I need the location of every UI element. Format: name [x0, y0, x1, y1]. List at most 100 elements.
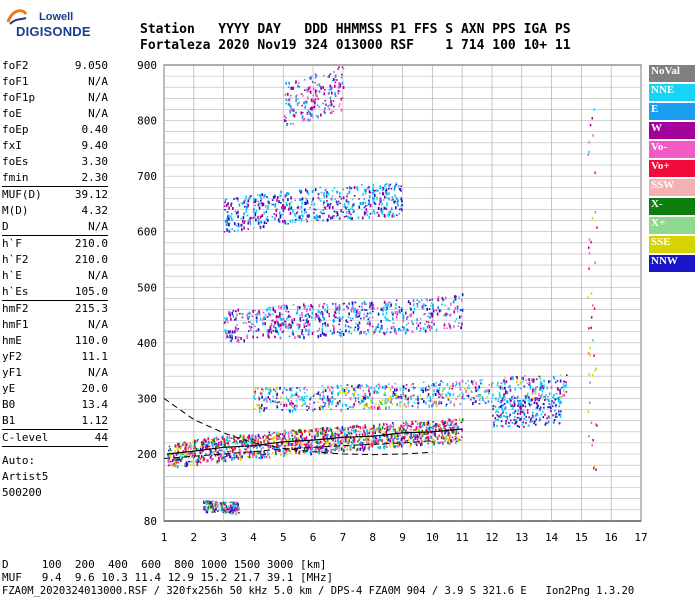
- echo-point: [322, 323, 324, 325]
- echo-point: [168, 445, 171, 448]
- echo-point: [380, 207, 383, 211]
- echo-point: [301, 331, 303, 335]
- echo-point: [236, 212, 238, 214]
- echo-point: [594, 423, 597, 426]
- echo-point: [237, 229, 239, 232]
- echo-point: [411, 330, 414, 334]
- echo-point: [329, 443, 331, 445]
- echo-point: [554, 414, 557, 417]
- echo-point: [258, 206, 261, 210]
- echo-point: [395, 332, 397, 335]
- echo-point: [438, 425, 440, 428]
- echo-point: [326, 426, 329, 430]
- echo-point: [438, 435, 441, 438]
- echo-point: [447, 433, 449, 436]
- echo-point: [373, 425, 375, 429]
- echo-point: [346, 391, 348, 395]
- echo-point: [390, 188, 393, 190]
- echo-point: [284, 402, 287, 404]
- echo-point: [296, 387, 298, 389]
- echo-point: [593, 467, 595, 470]
- echo-point: [343, 434, 346, 438]
- echo-point: [246, 436, 248, 439]
- echo-point: [263, 194, 265, 198]
- echo-point: [332, 324, 334, 327]
- echo-point: [281, 331, 284, 334]
- echo-point: [311, 444, 314, 446]
- echo-point: [441, 393, 444, 395]
- header-col-6: FFS: [413, 22, 446, 37]
- echo-point: [301, 442, 303, 446]
- echo-point: [315, 115, 318, 117]
- param-row: B1 1.12: [2, 413, 108, 429]
- echo-point: [421, 434, 424, 438]
- echo-point: [290, 196, 292, 200]
- echo-point: [422, 381, 425, 383]
- echo-point: [515, 420, 517, 423]
- echo-point: [383, 300, 386, 304]
- echo-point: [301, 329, 304, 333]
- echo-point: [322, 312, 324, 316]
- echo-point: [182, 452, 184, 454]
- echo-point: [554, 381, 557, 384]
- echo-point: [322, 429, 324, 433]
- echo-point: [256, 328, 259, 331]
- echo-point: [204, 445, 207, 448]
- echo-point: [187, 460, 190, 463]
- echo-point: [187, 446, 190, 450]
- echo-point: [471, 391, 473, 393]
- echo-point: [417, 425, 420, 428]
- echo-point: [264, 205, 267, 208]
- echo-point: [380, 324, 383, 327]
- echo-point: [548, 400, 550, 403]
- echo-point: [419, 317, 422, 320]
- echo-point: [438, 393, 441, 395]
- echo-point: [329, 427, 331, 431]
- echo-point: [437, 296, 440, 298]
- echo-point: [347, 215, 349, 219]
- echo-point: [377, 312, 380, 316]
- echo-point: [213, 452, 215, 454]
- echo-point: [303, 117, 306, 121]
- echo-point: [366, 211, 369, 213]
- x-tick-label: 13: [515, 531, 528, 544]
- echo-point: [287, 102, 290, 106]
- echo-point: [512, 411, 514, 414]
- echo-point: [326, 436, 328, 438]
- echo-point: [503, 395, 505, 399]
- echo-point: [400, 207, 402, 210]
- echo-point: [299, 198, 301, 202]
- echo-point: [358, 322, 361, 325]
- echo-point: [347, 316, 349, 318]
- echo-point: [378, 404, 380, 408]
- echo-point: [201, 444, 203, 446]
- echo-point: [337, 308, 340, 311]
- echo-point: [364, 394, 367, 397]
- echo-point: [386, 434, 389, 438]
- echo-point: [377, 207, 380, 210]
- echo-point: [181, 453, 184, 455]
- echo-point: [303, 451, 306, 454]
- echo-point: [349, 448, 352, 451]
- echo-point: [431, 314, 434, 318]
- echo-point: [231, 311, 234, 315]
- echo-point: [291, 219, 294, 223]
- echo-point: [430, 426, 433, 429]
- echo-point: [535, 414, 537, 417]
- echo-point: [336, 211, 338, 214]
- echo-point: [213, 440, 216, 443]
- echo-point: [258, 218, 260, 221]
- echo-point: [432, 319, 434, 321]
- echo-point: [279, 445, 282, 447]
- echo-point: [319, 408, 321, 410]
- echo-point: [269, 444, 272, 448]
- echo-point: [321, 385, 324, 387]
- echo-point: [336, 317, 339, 320]
- echo-point: [259, 317, 262, 321]
- echo-point: [368, 432, 371, 434]
- echo-point: [506, 415, 508, 418]
- echo-point: [361, 302, 364, 305]
- echo-point: [230, 215, 232, 219]
- echo-point: [410, 395, 412, 399]
- echo-point: [308, 406, 310, 408]
